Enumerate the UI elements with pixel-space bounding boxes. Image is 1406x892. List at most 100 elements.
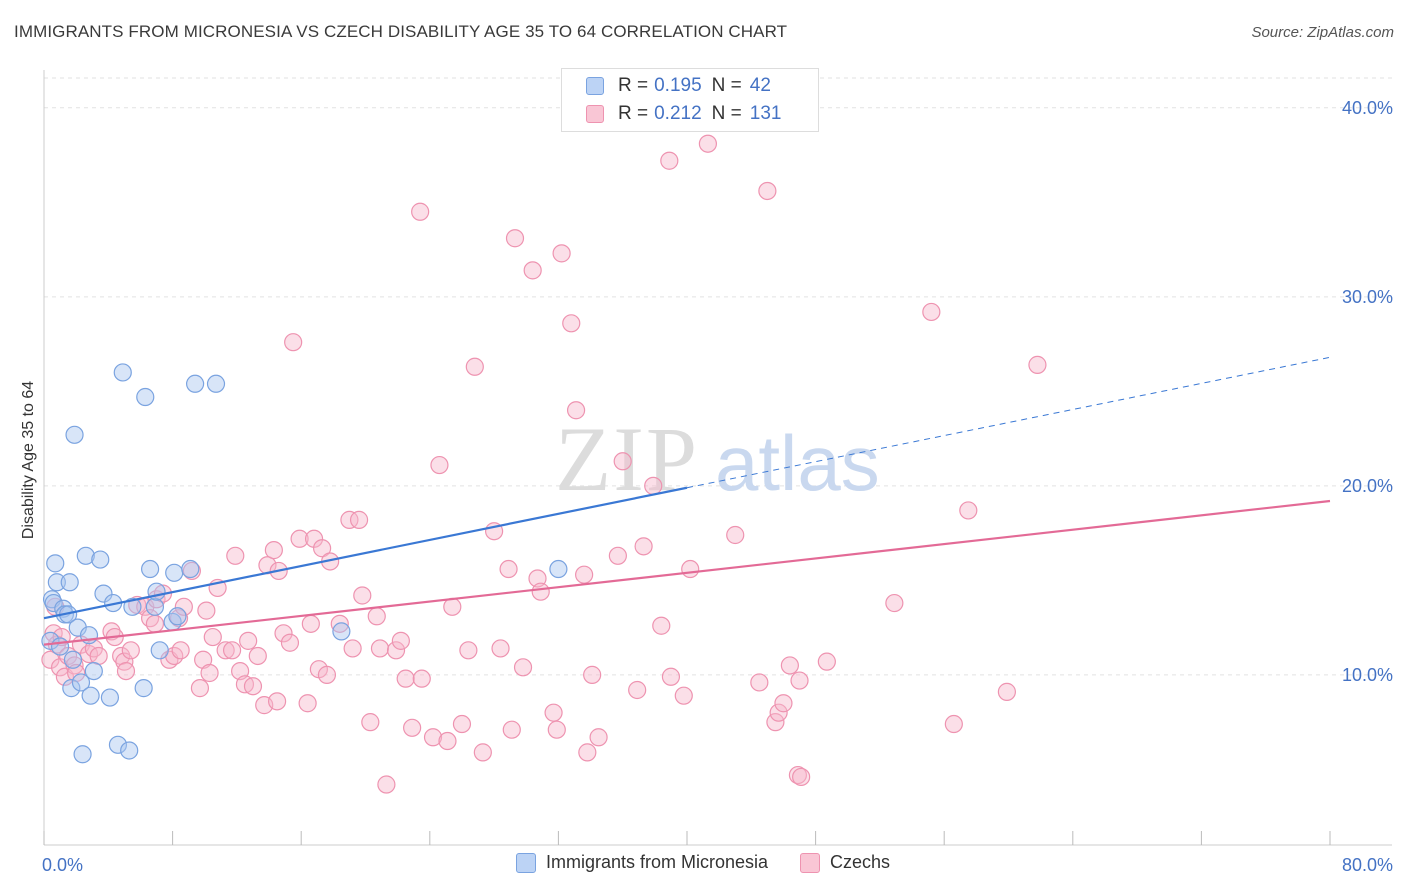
x-tick-label-max: 80.0% <box>1342 855 1393 875</box>
legend-stats: R = 0.195 N = 42 R = 0.212 N = 131 <box>561 68 819 132</box>
legend-n-label: N = <box>711 75 742 96</box>
series-micronesia <box>41 363 568 764</box>
czech-point <box>386 641 406 660</box>
czech-point <box>608 546 627 565</box>
micronesia-point <box>549 559 568 579</box>
czech-point <box>465 357 484 376</box>
trend-line-czechs <box>43 499 1331 646</box>
micronesia-point <box>165 563 184 582</box>
czech-point <box>353 586 372 605</box>
czech-point <box>430 455 449 475</box>
micronesia-point <box>44 593 63 613</box>
czech-point <box>788 765 808 785</box>
czech-point <box>944 714 963 734</box>
micronesia-point <box>60 573 79 592</box>
legend-row-czechs: R = 0.212 N = 131 <box>586 101 781 127</box>
micronesia-point <box>123 597 142 616</box>
czech-point <box>330 614 349 633</box>
czech-point <box>391 631 410 650</box>
czech-point <box>769 703 788 722</box>
series-czechs <box>41 134 1047 794</box>
czech-point <box>792 767 811 787</box>
legend-r-value: 0.212 <box>654 103 702 124</box>
tick-labels: 10.0% 20.0% 30.0% 40.0% 0.0% 80.0% <box>42 98 1393 875</box>
czech-point <box>343 639 362 658</box>
micronesia-point <box>63 650 83 669</box>
x-tick-label-min: 0.0% <box>42 855 83 875</box>
czech-point <box>197 601 216 620</box>
czech-point <box>499 559 518 579</box>
czech-point <box>140 609 160 628</box>
micronesia-point <box>140 559 160 579</box>
micronesia-point <box>65 425 84 444</box>
czech-point <box>652 616 671 635</box>
czech-point <box>661 667 681 686</box>
czech-point <box>613 452 632 471</box>
czech-point <box>726 525 745 545</box>
micronesia-point <box>145 597 165 616</box>
czech-point <box>443 597 462 616</box>
czech-point <box>547 720 566 739</box>
czech-point <box>361 713 380 732</box>
legend-row-micronesia: R = 0.195 N = 42 <box>586 73 771 99</box>
legend-label-czechs: Czechs <box>830 852 891 872</box>
czech-point <box>660 151 679 170</box>
czech-point <box>817 652 836 671</box>
czech-point <box>115 652 134 671</box>
czech-point <box>513 658 533 677</box>
czech-point <box>1028 355 1047 374</box>
micronesia-point <box>94 584 113 603</box>
y-tick-label: 30.0% <box>1342 287 1393 307</box>
czech-point <box>396 669 415 688</box>
micronesia-point <box>113 363 132 382</box>
czech-point <box>491 639 510 658</box>
czech-point <box>459 641 478 660</box>
czech-point <box>190 679 210 698</box>
czech-point <box>243 677 263 696</box>
czech-point <box>216 641 235 660</box>
y-axis-label: Disability Age 35 to 64 <box>20 381 37 539</box>
legend-swatch-micronesia <box>586 77 604 95</box>
micronesia-point <box>134 679 153 698</box>
watermark-atlas: atlas <box>715 419 880 507</box>
czech-point <box>274 624 293 643</box>
czech-point <box>423 728 443 747</box>
czech-point <box>349 510 369 529</box>
source-label: Source: ZipAtlas.com <box>1251 24 1394 41</box>
czech-point <box>174 597 193 616</box>
legend-n-value: 131 <box>749 103 782 124</box>
trend-lines <box>43 356 1331 646</box>
czech-point <box>774 694 793 713</box>
micronesia-point <box>50 637 70 656</box>
czech-point <box>226 546 245 565</box>
micronesia-point <box>62 679 81 698</box>
czech-point <box>284 333 303 352</box>
legend-item-czechs: Czechs <box>800 852 890 873</box>
czech-point <box>116 661 136 681</box>
czech-point <box>502 720 521 739</box>
czech-point <box>583 665 602 684</box>
legend-r-label: R = <box>618 103 649 124</box>
watermark-zip: ZIP <box>555 408 699 510</box>
micronesia-point <box>181 559 200 579</box>
legend-r-label: R = <box>618 75 649 96</box>
czech-point <box>523 261 542 280</box>
legend-swatch-micronesia <box>515 852 536 873</box>
czech-point <box>438 731 457 751</box>
legend-swatch-czechs <box>800 852 820 873</box>
czech-point <box>264 541 283 560</box>
czech-point <box>578 743 597 762</box>
y-tick-label: 20.0% <box>1342 476 1393 496</box>
micronesia-point <box>332 622 351 641</box>
gridlines <box>44 77 1392 676</box>
micronesia-point <box>91 550 110 569</box>
czech-point <box>203 627 222 647</box>
czech-point <box>681 559 700 579</box>
czech-point <box>239 631 258 650</box>
micronesia-point <box>71 673 91 692</box>
czech-point <box>790 671 809 690</box>
czech-point <box>531 582 550 601</box>
trend-line-micronesia <box>43 486 688 620</box>
czech-point <box>566 401 586 420</box>
